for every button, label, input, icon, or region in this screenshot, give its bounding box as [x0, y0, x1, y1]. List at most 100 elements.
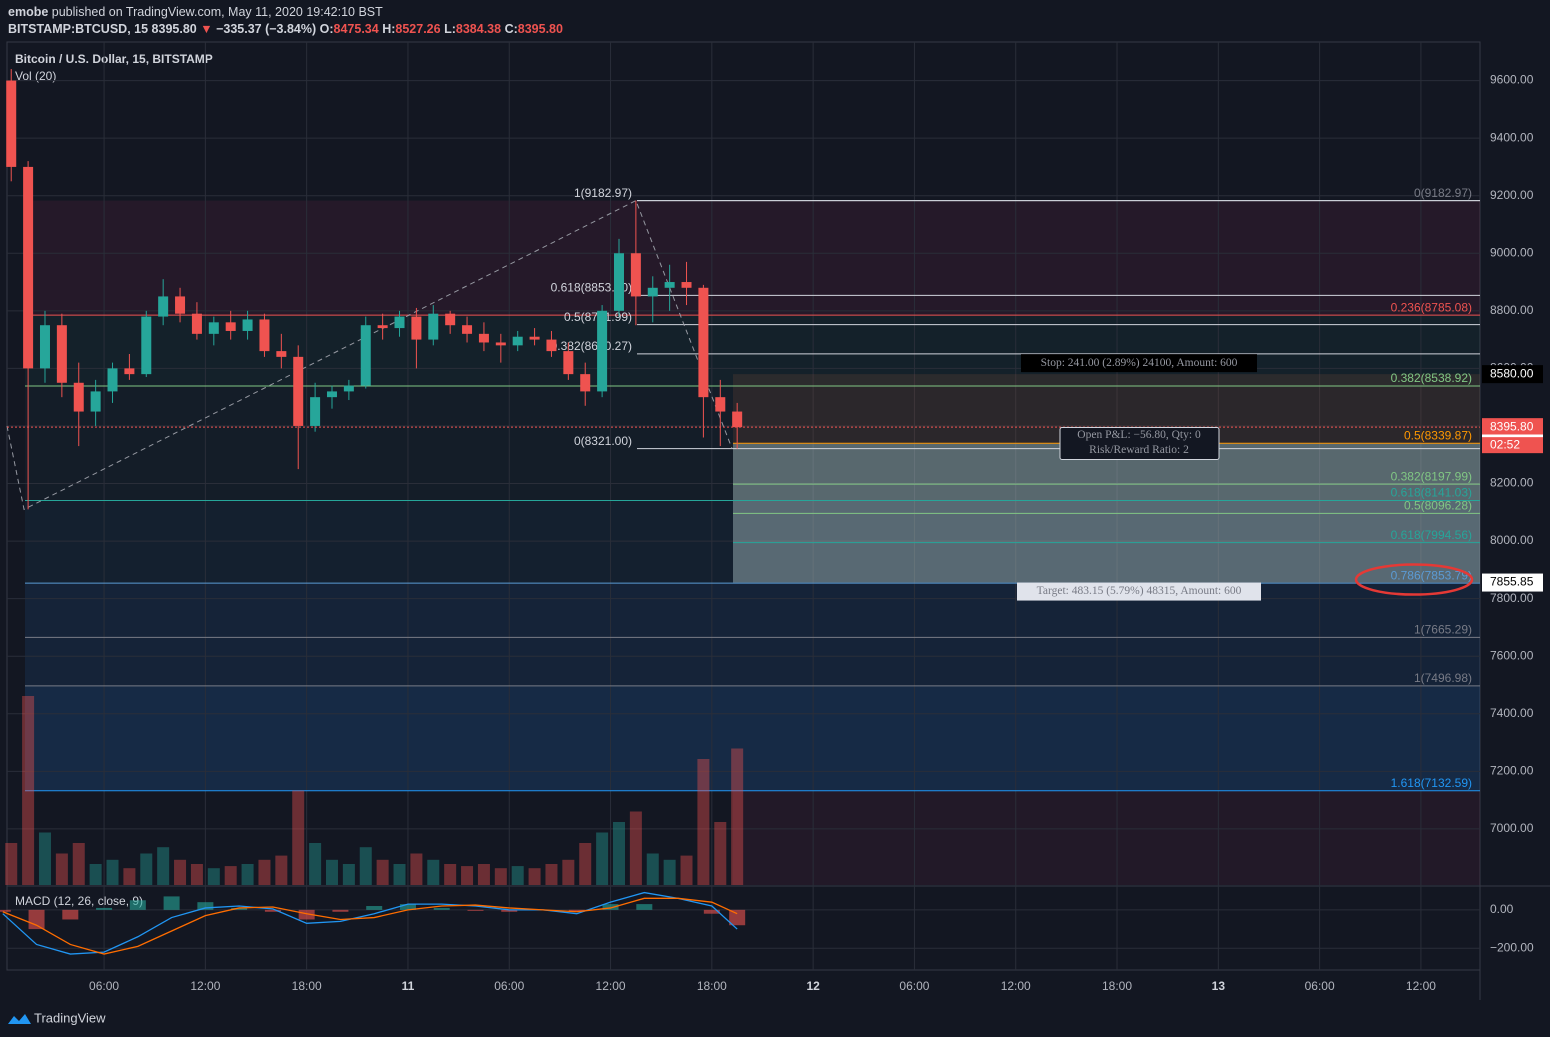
macd-title: MACD (12, 26, close, 9) [15, 894, 143, 908]
countdown-box [1482, 437, 1543, 454]
fib-label: 0.786(7853.79) [1391, 568, 1472, 582]
x-tick-label: 06:00 [1305, 979, 1335, 993]
x-tick-label: 06:00 [494, 979, 524, 993]
rr-label: Risk/Reward Ratio: 2 [1089, 444, 1189, 456]
volume-bar [342, 864, 355, 885]
price-badge [1482, 418, 1543, 437]
macd-tick-label: 0.00 [1490, 902, 1514, 916]
candle-body [580, 374, 591, 392]
x-tick-label: 12:00 [1001, 979, 1031, 993]
candle-body [107, 368, 118, 392]
candle-body [377, 325, 388, 329]
volume-bar [224, 866, 237, 885]
low: 8384.38 [455, 22, 502, 36]
macd-histogram [197, 902, 214, 910]
symbol-line: BITSTAMP:BTCUSD, 15 8395.80 ▼ −335.37 (−… [8, 22, 563, 36]
candle-body [630, 253, 641, 297]
price-badge-label: 7855.85 [1490, 575, 1534, 589]
candle-body [698, 287, 709, 398]
x-tick-label: 12:00 [596, 979, 626, 993]
volume-bar [241, 864, 254, 885]
macd-histogram [96, 907, 113, 910]
fib-label: 0.618(8141.03) [1391, 486, 1472, 500]
candle-body [546, 339, 557, 352]
volume-bar [157, 847, 170, 885]
open: 8475.34 [333, 22, 379, 36]
macd-histogram [28, 909, 45, 930]
fib-label: 0.382(8538.92) [1391, 371, 1472, 385]
x-tick-label: 13 [1212, 979, 1226, 993]
fib-label: 0.5(8096.28) [1404, 499, 1472, 513]
fib-label: 0.618(7994.56) [1391, 528, 1472, 542]
fib-label: 1.618(7132.59) [1391, 776, 1472, 790]
o-label: O: [319, 22, 334, 36]
macd-histogram [433, 907, 450, 910]
volume-bar [22, 696, 35, 885]
volume-bar [359, 847, 372, 885]
candle-body [445, 313, 456, 326]
target-label: Target: 483.15 (5.79%) 48315, Amount: 60… [1037, 585, 1242, 597]
fib-zone [25, 500, 1480, 584]
fib-label: 1(9182.97) [574, 186, 632, 200]
volume-bar [325, 859, 338, 885]
candle-body [141, 316, 152, 375]
macd-histogram [636, 904, 653, 910]
fib-label: 0.236(8785.08) [1391, 300, 1472, 314]
logo [8, 1014, 31, 1024]
macd-histogram [467, 909, 484, 911]
candle-body [360, 325, 371, 386]
volume-bar [545, 864, 558, 885]
c-label: C: [504, 22, 518, 36]
x-tick-label: 18:00 [292, 979, 322, 993]
volume-bar [612, 822, 625, 885]
candle-body [597, 310, 608, 392]
l-label: L: [444, 22, 456, 36]
fib-label: 0(8321.00) [574, 434, 632, 448]
candle-body [23, 166, 34, 369]
volume-bar [731, 748, 744, 885]
candle-body [6, 80, 17, 167]
volume-bar [258, 859, 271, 885]
volume-bar [579, 843, 592, 885]
x-tick-label: 06:00 [899, 979, 929, 993]
y-tick-label: 7200.00 [1490, 763, 1534, 777]
pane-title: Bitcoin / U.S. Dollar, 15, BITSTAMP [15, 52, 213, 66]
y-tick-label: 7000.00 [1490, 821, 1534, 835]
volume-bar [309, 843, 322, 885]
volume-bar [106, 859, 119, 885]
candle-body [56, 325, 67, 383]
volume-bar [680, 855, 693, 885]
volume-bar [376, 859, 389, 885]
x-tick-label: 12 [806, 979, 820, 993]
macd-histogram [501, 909, 518, 912]
price-badge [1482, 365, 1543, 384]
candle-body [495, 342, 506, 346]
candle-body [73, 382, 84, 412]
candle-body [343, 385, 354, 392]
fib-zone [25, 200, 1480, 316]
macd-histogram [264, 909, 281, 912]
stop-label-box [1021, 354, 1257, 373]
fib-label: 0.382(8650.27) [551, 339, 632, 353]
y-tick-label: 9000.00 [1490, 245, 1534, 259]
candle-body [208, 322, 219, 334]
candle-body [225, 322, 236, 331]
volume-bar [629, 811, 642, 885]
macd-tick-label: −200.00 [1490, 940, 1534, 954]
volume-bar [292, 790, 305, 885]
published: published on TradingView.com, May 11, 20… [51, 5, 383, 19]
annotation-ellipse [1354, 563, 1474, 596]
pnl-box [1059, 426, 1220, 460]
macd-histogram [366, 906, 383, 910]
fib-label: 1(7496.98) [1414, 671, 1472, 685]
y-tick-label: 7800.00 [1490, 591, 1534, 605]
volume-bar [393, 864, 406, 885]
candle-body [647, 287, 658, 297]
h-label: H: [382, 22, 396, 36]
fib-zone [733, 790, 1480, 885]
x-tick-label: 18:00 [1102, 979, 1132, 993]
volume-bar [461, 866, 474, 885]
high: 8527.26 [395, 22, 441, 36]
x-tick-label: 12:00 [190, 979, 220, 993]
